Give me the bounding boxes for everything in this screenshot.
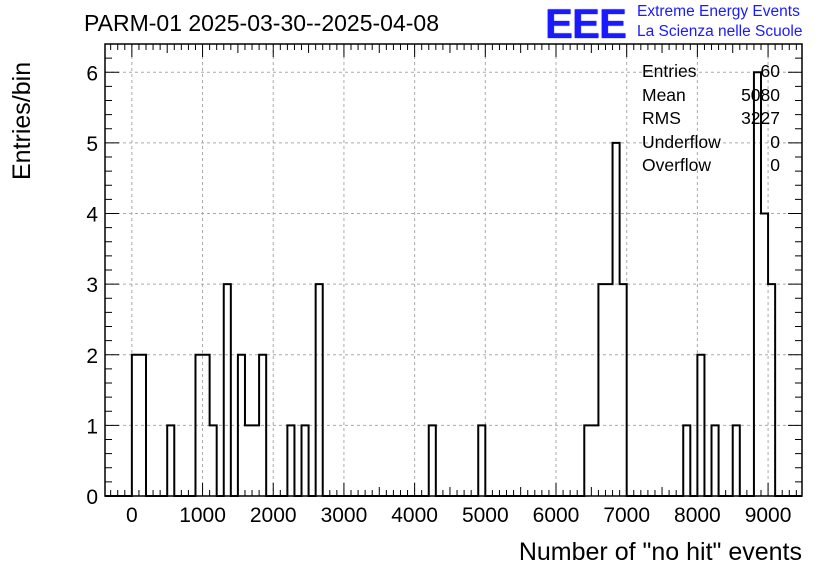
histogram-bin [761, 214, 768, 497]
x-tick-label: 0 [126, 504, 138, 527]
y-tick-label: 4 [86, 204, 98, 227]
x-axis-label: Number of "no hit" events [518, 538, 802, 566]
x-tick-label: 6000 [533, 504, 580, 527]
x-tick-label: 4000 [391, 504, 438, 527]
x-tick-label: 8000 [674, 504, 721, 527]
x-tick-label: 1000 [179, 504, 226, 527]
histogram-bin [195, 355, 202, 496]
histogram-bin [167, 425, 174, 496]
histogram-bin [598, 284, 605, 496]
logo-line-1: Extreme Energy Events [637, 3, 800, 20]
stats-label: RMS [642, 108, 681, 128]
logo-line-2: La Scienza nelle Scuole [637, 23, 803, 40]
stats-value: 60 [760, 61, 780, 81]
histogram-bin [683, 425, 690, 496]
stats-row-underflow: Underflow 0 [642, 131, 780, 155]
histogram-bin [302, 425, 309, 496]
histogram-bin [478, 425, 485, 496]
x-tick-label: 3000 [321, 504, 368, 527]
stats-row-overflow: Overflow 0 [642, 154, 780, 178]
stats-label: Mean [642, 84, 686, 105]
y-tick-label: 0 [86, 486, 98, 509]
plot-frame [104, 43, 803, 497]
histogram-bin [697, 355, 704, 496]
histogram-bin [316, 284, 323, 496]
histogram-bin [429, 425, 436, 496]
histogram-bin [245, 425, 252, 496]
y-tick-label: 1 [86, 415, 98, 438]
y-tick-label: 3 [86, 274, 98, 297]
histogram-bin [210, 425, 217, 496]
histogram-bin [712, 425, 719, 496]
histogram-bin [605, 284, 612, 496]
x-tick-label: 2000 [250, 504, 297, 527]
chart-title: PARM-01 2025-03-30--2025-04-08 [84, 10, 439, 36]
stats-label: Overflow [642, 155, 712, 175]
stats-value: 0 [770, 155, 780, 175]
eee-logo: EEE [545, 0, 627, 47]
stats-value: 5080 [741, 84, 780, 105]
stats-value: 0 [770, 131, 780, 152]
histogram-bin [252, 425, 259, 496]
x-tick-label: 7000 [603, 504, 650, 527]
histogram-bin [620, 284, 627, 496]
stats-box: Entries 60 Mean 5080 RMS 3227 Underflow 0 Ov… [642, 60, 780, 178]
stats-label: Underflow [642, 131, 721, 152]
histogram-bin [733, 425, 740, 496]
histogram-bin [613, 143, 620, 496]
x-tick-label: 9000 [745, 504, 792, 527]
histogram-bin [591, 425, 598, 496]
histogram-bin [203, 355, 210, 496]
logo-caption: Extreme Energy Events La Scienza nelle S… [637, 2, 802, 42]
histogram-bin [139, 355, 146, 496]
histogram-bin [768, 284, 775, 496]
histogram-bin [584, 425, 591, 496]
stats-label: Entries [642, 61, 697, 81]
stats-row-mean: Mean 5080 [642, 84, 780, 108]
histogram-bin [287, 425, 294, 496]
histogram-bin [259, 355, 266, 496]
stats-value: 3227 [741, 108, 780, 128]
y-tick-label: 6 [86, 62, 98, 85]
histogram-bin [238, 355, 245, 496]
stats-row-entries: Entries 60 [642, 60, 780, 84]
stats-row-rms: RMS 3227 [642, 107, 780, 131]
x-tick-label: 5000 [462, 504, 509, 527]
histogram-bin [224, 284, 231, 496]
histogram-bin [132, 355, 139, 496]
y-tick-label: 2 [86, 345, 98, 368]
y-tick-label: 5 [86, 133, 98, 156]
